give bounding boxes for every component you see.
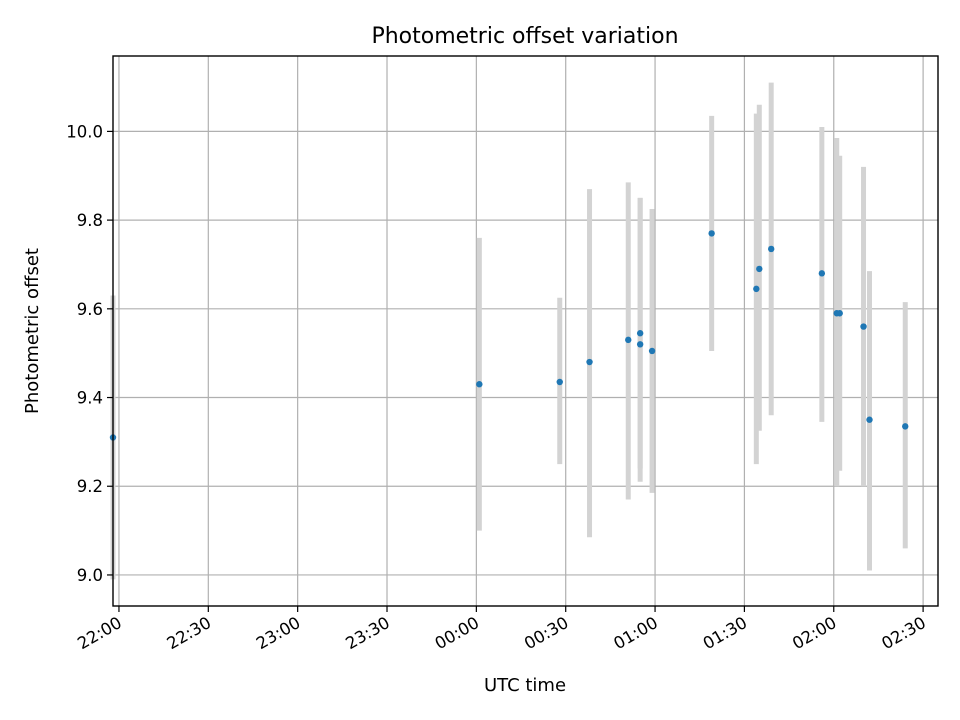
plot-frame — [112, 55, 939, 607]
y-tick-label: 9.4 — [77, 389, 103, 408]
data-point — [753, 285, 760, 293]
y-axis-ticks: 9.0 9.2 9.4 9.6 9.8 10.0 — [66, 122, 113, 585]
x-tick-label: 23:00 — [253, 613, 304, 653]
data-point — [866, 416, 873, 423]
x-axis-label: UTC time — [484, 675, 566, 696]
y-tick-label: 9.8 — [77, 211, 103, 230]
data-point — [836, 310, 843, 317]
x-tick-label: 02:30 — [878, 613, 929, 653]
y-tick-label: 10.0 — [66, 122, 103, 141]
error-bars — [110, 82, 908, 580]
data-point — [860, 323, 867, 330]
chart-title: Photometric offset variation — [371, 24, 678, 49]
data-point — [636, 341, 644, 348]
data-point — [818, 270, 826, 277]
data-point — [708, 230, 715, 237]
data-point — [756, 265, 763, 273]
x-tick-label: 22:00 — [74, 613, 125, 653]
data-point — [648, 347, 656, 355]
x-axis-ticks: 22:00 22:30 23:00 23:30 00:00 00:30 01:00 01:30… — [74, 606, 929, 653]
data-points — [109, 230, 909, 441]
data-point — [476, 381, 483, 388]
data-point — [636, 330, 644, 337]
y-tick-label: 9.0 — [77, 566, 103, 585]
data-point — [768, 245, 775, 253]
x-tick-label: 01:00 — [610, 613, 661, 653]
data-point — [902, 423, 909, 430]
y-tick-label: 9.2 — [77, 477, 103, 496]
x-tick-label: 02:00 — [789, 613, 840, 653]
x-tick-label: 01:30 — [700, 613, 751, 653]
y-tick-label: 9.6 — [77, 300, 103, 319]
data-point — [586, 358, 593, 366]
x-tick-label: 22:30 — [164, 613, 215, 653]
x-tick-label: 00:00 — [432, 613, 483, 653]
x-tick-label: 00:30 — [521, 613, 572, 653]
x-tick-label: 23:30 — [342, 613, 393, 653]
grid — [113, 56, 938, 606]
data-point — [556, 378, 563, 386]
y-axis-label: Photometric offset — [22, 248, 43, 414]
data-point — [625, 336, 632, 344]
